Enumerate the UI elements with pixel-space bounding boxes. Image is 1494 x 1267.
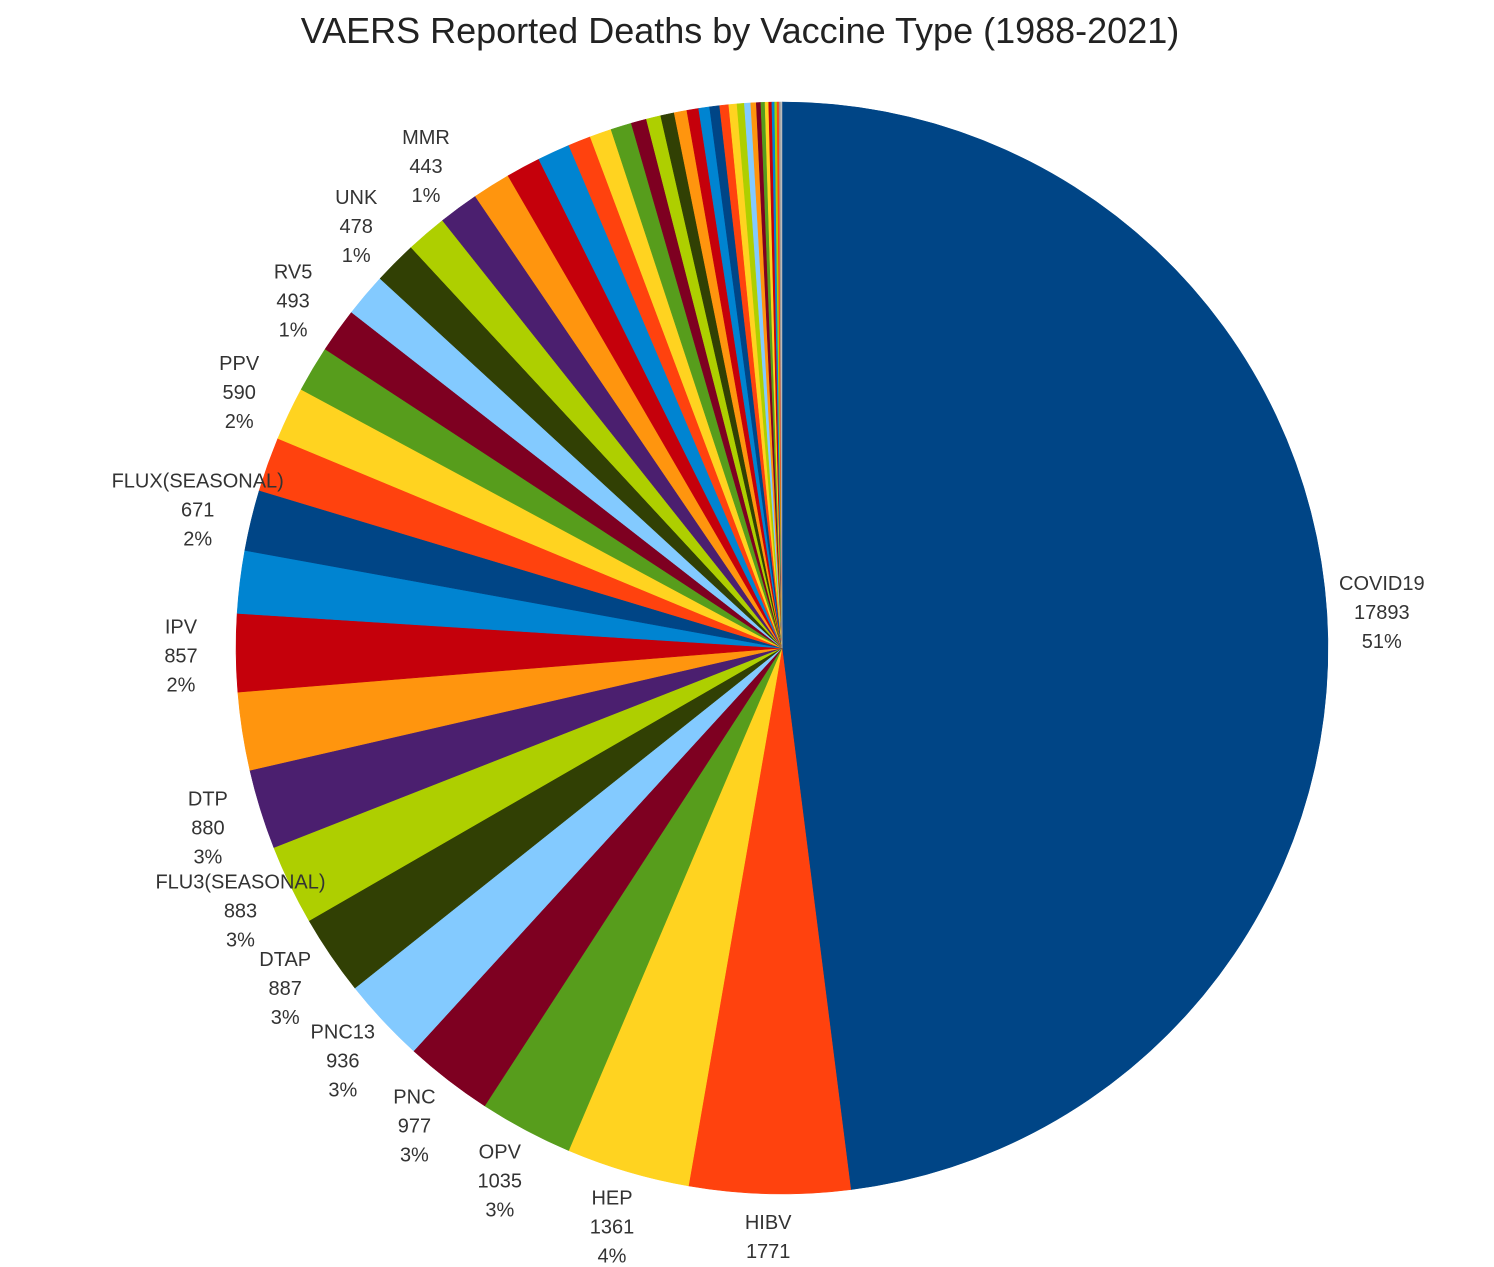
slice-label-percent: 51% (1362, 631, 1402, 653)
slice-label-ppv: PPV 590 2% (219, 353, 260, 433)
slice-label-ipv: IPV 857 2% (164, 616, 197, 696)
slice-label-percent: 2% (167, 674, 196, 696)
slice-label-name: MMR (402, 127, 450, 149)
slice-label-name: COVID19 (1339, 573, 1425, 595)
slice-label-rv5: RV5 493 1% (274, 261, 313, 341)
slice-label-percent: 1% (342, 245, 371, 267)
slice-label-value: 493 (276, 290, 309, 312)
slice-label-name: DTAP (259, 949, 311, 971)
slice-label-hep: HEP 1361 4% (590, 1187, 635, 1267)
slice-label-name: IPV (165, 616, 198, 638)
pie-labels: COVID191789351%HIBV17715%HEP13614%OPV103… (112, 127, 1425, 1267)
slice-label-percent: 3% (328, 1079, 357, 1101)
slice-label-name: RV5 (274, 261, 313, 283)
slice-label-value: 1035 (478, 1171, 523, 1193)
pie-slice-hibv (688, 647, 852, 1195)
slice-label-value: 1771 (746, 1241, 791, 1263)
slice-label-flu3-seasonal: FLU3(SEASONAL) 883 3% (155, 872, 325, 952)
slice-label-dtap: DTAP 887 3% (259, 949, 311, 1029)
slice-label-value: 880 (191, 818, 224, 840)
slice-label-value: 936 (326, 1050, 359, 1072)
chart-title: VAERS Reported Deaths by Vaccine Type (1… (300, 10, 1180, 51)
slice-label-mmr: MMR 443 1% (402, 127, 450, 207)
slice-label-covid19: COVID19 17893 51% (1339, 573, 1425, 653)
slice-label-percent: 3% (271, 1007, 300, 1029)
slice-label-percent: 1% (412, 185, 441, 207)
slice-label-value: 671 (181, 499, 214, 521)
slice-label-dtp: DTP 880 3% (188, 789, 228, 869)
slice-label-percent: 1% (279, 319, 308, 341)
slice-label-hibv: HIBV17715% (745, 1212, 792, 1267)
slice-label-name: OPV (479, 1142, 522, 1164)
slice-label-value: 883 (224, 901, 257, 923)
slice-label-unk: UNK 478 1% (335, 187, 378, 267)
pie-slice-covid19 (781, 101, 1329, 1190)
slice-label-name: FLUX(SEASONAL) (112, 470, 284, 492)
slice-label-value: 443 (409, 156, 442, 178)
pie-slice-unlabeled-47 (780, 101, 783, 649)
slice-label-percent: 3% (485, 1200, 514, 1222)
slice-label-percent: 2% (225, 411, 254, 433)
slice-label-percent: 4% (598, 1245, 627, 1267)
slice-label-value: 590 (223, 382, 256, 404)
pie-slices (235, 101, 1329, 1195)
slice-label-name: HEP (591, 1187, 632, 1209)
slice-label-value: 17893 (1354, 602, 1410, 624)
slice-label-percent: 2% (183, 528, 212, 550)
slice-label-name: PNC13 (311, 1021, 375, 1043)
slice-label-name: FLU3(SEASONAL) (155, 872, 325, 894)
slice-label-value: 857 (164, 645, 197, 667)
slice-label-percent: 3% (400, 1144, 429, 1166)
slice-label-name: PNC (393, 1086, 435, 1108)
slice-label-flux-seasonal: FLUX(SEASONAL) 671 2% (112, 470, 284, 550)
slice-label-name: UNK (335, 187, 378, 209)
slice-label-value: 887 (269, 978, 302, 1000)
slice-label-name: HIBV (745, 1212, 792, 1234)
slice-label-name: DTP (188, 789, 228, 811)
slice-label-value: 478 (340, 216, 373, 238)
slice-label-opv: OPV 1035 3% (478, 1142, 523, 1222)
slice-label-percent: 3% (193, 847, 222, 869)
slice-label-percent: 3% (226, 930, 255, 952)
slice-label-name: PPV (219, 353, 260, 375)
slice-label-value: 1361 (590, 1216, 635, 1238)
slice-label-pnc13: PNC13 936 3% (311, 1021, 375, 1101)
slice-label-pnc: PNC 977 3% (393, 1086, 435, 1166)
slice-label-value: 977 (398, 1115, 431, 1137)
